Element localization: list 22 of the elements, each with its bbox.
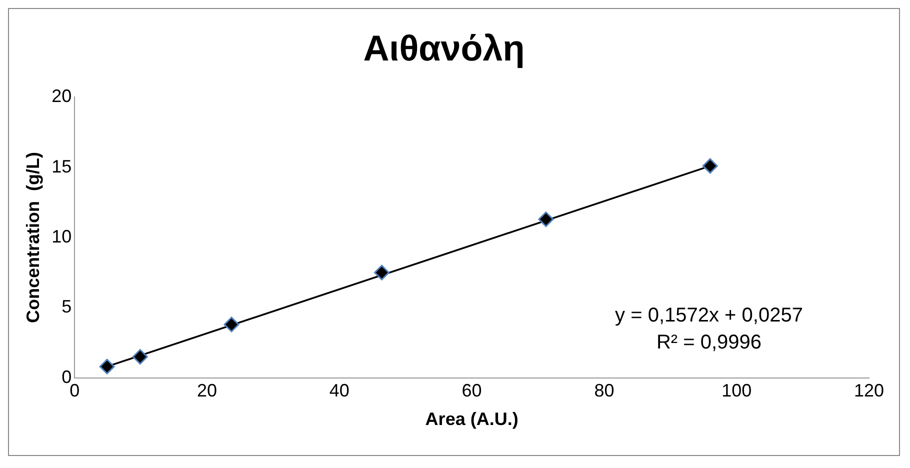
x-tick-label: 60 — [462, 380, 482, 401]
x-tick-label: 40 — [329, 380, 350, 401]
chart-title: Αιθανόλη — [363, 28, 525, 69]
y-tick-label: 5 — [62, 296, 72, 317]
y-tick-label: 20 — [52, 86, 72, 106]
x-tick-label: 120 — [854, 380, 884, 401]
y-axis-title: Concentration (g/L) — [22, 152, 43, 323]
point — [224, 316, 240, 332]
x-tick-label: 100 — [722, 380, 752, 401]
y-tick-label: 0 — [62, 366, 72, 387]
point — [132, 349, 148, 365]
annotation: y = 0,1572x + 0,0257 — [615, 304, 803, 326]
y-tick-label: 10 — [52, 226, 72, 246]
x-axis-title: Area (A.U.) — [425, 409, 518, 430]
point — [374, 264, 390, 280]
annotation: R² = 0,9996 — [656, 331, 762, 354]
x-tick-label: 20 — [197, 380, 218, 401]
x-tick-label: 80 — [594, 380, 614, 401]
point — [538, 212, 554, 228]
y-tick-label: 15 — [52, 156, 72, 176]
point — [99, 358, 115, 374]
point — [702, 158, 718, 174]
